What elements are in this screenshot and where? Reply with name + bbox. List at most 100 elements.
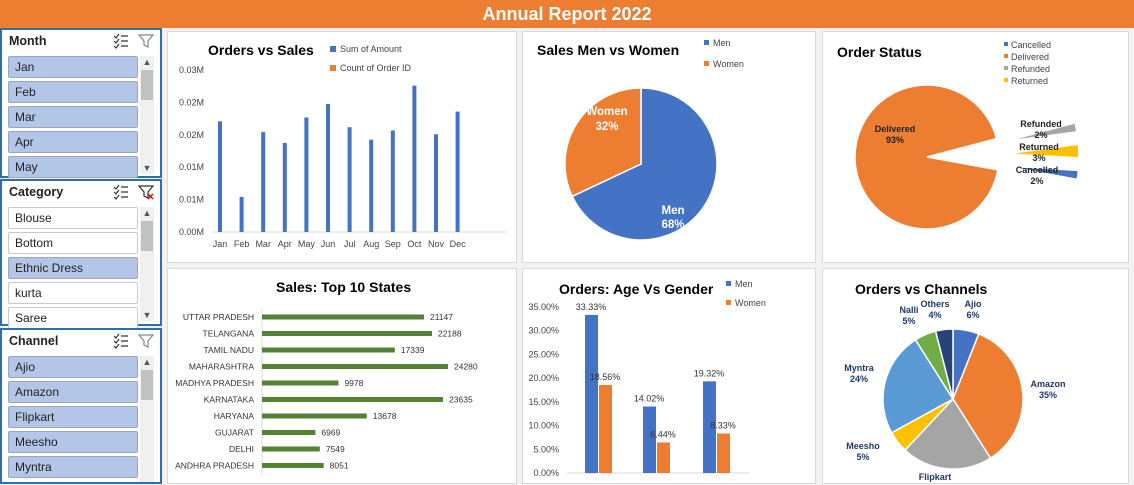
slicer-item[interactable]: Myntra <box>8 456 138 478</box>
slicer-item[interactable]: Amazon <box>8 381 138 403</box>
slicer-item[interactable]: Jan <box>8 56 138 78</box>
slicer-month-items: Jan Feb Mar Apr May <box>8 56 138 181</box>
multi-select-icon[interactable] <box>113 333 129 349</box>
slice-label: Flipkart <box>919 472 952 482</box>
slice-value: 93% <box>886 135 904 145</box>
clear-filter-icon[interactable] <box>137 184 155 200</box>
bar-state-sales <box>262 314 424 320</box>
chart-sales-men-women: Men 68% Women 32% Men Women <box>564 38 744 241</box>
x-tick-label: May <box>298 239 316 249</box>
y-tick-label: 0.03M <box>179 65 204 75</box>
slicer-scrollbar[interactable]: ▲ ▼ <box>140 56 154 174</box>
slice-label: Nalli <box>899 305 918 315</box>
y-tick-label: 10.00% <box>528 421 559 431</box>
bar-sum-of-amount <box>390 130 395 232</box>
slice-label: Delivered <box>875 124 916 134</box>
slicer-month-title: Month <box>9 34 47 48</box>
data-label: 19.32% <box>694 368 725 378</box>
legend-label: Sum of Amount <box>340 44 402 54</box>
bar-state-sales <box>262 463 324 468</box>
pie-slice <box>854 84 999 230</box>
bar-sum-of-amount <box>347 127 352 232</box>
data-label: 13678 <box>373 411 397 421</box>
bar-men <box>703 381 716 473</box>
chart-orders-vs-sales: 0.00M 0.01M 0.01M 0.02M 0.02M 0.03M Jan Feb Mar A… <box>179 44 506 249</box>
pie-slice <box>564 87 642 198</box>
slice-value: 4% <box>928 310 941 320</box>
slicer-item[interactable]: Ajio <box>8 356 138 378</box>
bar-sum-of-amount <box>326 104 330 232</box>
slicer-category-items: Blouse Bottom Ethnic Dress kurta Saree <box>8 207 138 332</box>
bar-state-sales <box>262 364 448 369</box>
legend-label: Women <box>735 298 766 308</box>
category-label: TELANGANA <box>203 329 255 339</box>
slicer-item[interactable]: Saree <box>8 307 138 329</box>
category-label: GUJARAT <box>215 428 254 438</box>
slice-value: 6% <box>966 310 979 320</box>
slicer-item[interactable]: kurta <box>8 282 138 304</box>
slicer-scrollbar[interactable]: ▲ <box>140 356 154 482</box>
x-tick-label: Mar <box>255 239 271 249</box>
slicer-item[interactable]: Bottom <box>8 232 138 254</box>
slicer-item[interactable]: Ethnic Dress <box>8 257 138 279</box>
slicer-item[interactable]: Flipkart <box>8 406 138 428</box>
x-tick-label: Nov <box>428 239 445 249</box>
pie-slice <box>882 338 955 434</box>
data-label: 8.33% <box>710 420 736 430</box>
bar-sum-of-amount <box>304 117 309 232</box>
slicer-scrollbar[interactable]: ▲ ▼ <box>140 207 154 321</box>
y-tick-label: 0.01M <box>179 162 204 172</box>
slice-value: 2% <box>1034 130 1047 140</box>
bar-men <box>585 314 598 473</box>
data-label: 22188 <box>438 329 462 339</box>
x-tick-label: Jul <box>344 239 356 249</box>
bar-men <box>643 406 656 473</box>
legend-label: Women <box>713 59 744 69</box>
legend-marker <box>330 65 336 71</box>
clear-filter-icon[interactable] <box>137 333 155 349</box>
bar-women <box>657 442 670 473</box>
clear-filter-icon[interactable] <box>137 33 155 49</box>
slicer-item[interactable]: Feb <box>8 81 138 103</box>
category-label: ANDHRA PRADESH <box>175 461 254 471</box>
chart-title: Order Status <box>837 44 922 60</box>
slicer-category-title: Category <box>9 185 64 199</box>
legend-marker <box>726 281 731 286</box>
slicer-item[interactable]: Apr <box>8 131 138 153</box>
legend-label: Men <box>735 279 753 289</box>
y-tick-label: 25.00% <box>528 349 559 359</box>
bar-state-sales <box>262 446 320 452</box>
slicer-item[interactable]: Mar <box>8 106 138 128</box>
data-label: 23635 <box>449 395 473 405</box>
slice-value: 68% <box>661 219 684 231</box>
slicer-item[interactable]: May <box>8 156 138 178</box>
slice-value: 3% <box>1032 153 1045 163</box>
multi-select-icon[interactable] <box>113 33 129 49</box>
bar-sum-of-amount <box>434 134 438 232</box>
data-label: 6.44% <box>650 429 676 439</box>
slice-label: Refunded <box>1020 119 1062 129</box>
slice-value: 2% <box>1030 176 1043 186</box>
legend-label: Returned <box>1011 76 1048 86</box>
slicer-channel-items: Ajio Amazon Flipkart Meesho Myntra <box>8 356 138 481</box>
bar-state-sales <box>262 380 339 386</box>
panel-order-status: Order Status Delivered 93% Refunded 2% Retur… <box>822 31 1129 263</box>
pie-slice <box>1006 143 1080 159</box>
y-tick-label: 30.00% <box>528 326 559 336</box>
category-label: HARYANA <box>214 411 255 421</box>
slicer-item[interactable]: Blouse <box>8 207 138 229</box>
legend-marker <box>1004 66 1008 70</box>
data-label: 24280 <box>454 362 478 372</box>
slicer-pane: Month Jan Feb Mar Apr May ▲ ▼ Category Blouse… <box>0 28 162 484</box>
slice-value: 24% <box>850 374 868 384</box>
multi-select-icon[interactable] <box>113 184 129 200</box>
legend-marker <box>704 40 709 45</box>
x-tick-label: Sep <box>385 239 401 249</box>
chart-title: Orders vs Channels <box>855 281 988 297</box>
pie-slice <box>952 332 1024 460</box>
bar-women <box>599 384 612 473</box>
slice-label: Men <box>662 205 685 217</box>
slicer-item[interactable]: Meesho <box>8 431 138 453</box>
pie-slice <box>1005 122 1078 143</box>
data-label: 17339 <box>401 345 425 355</box>
